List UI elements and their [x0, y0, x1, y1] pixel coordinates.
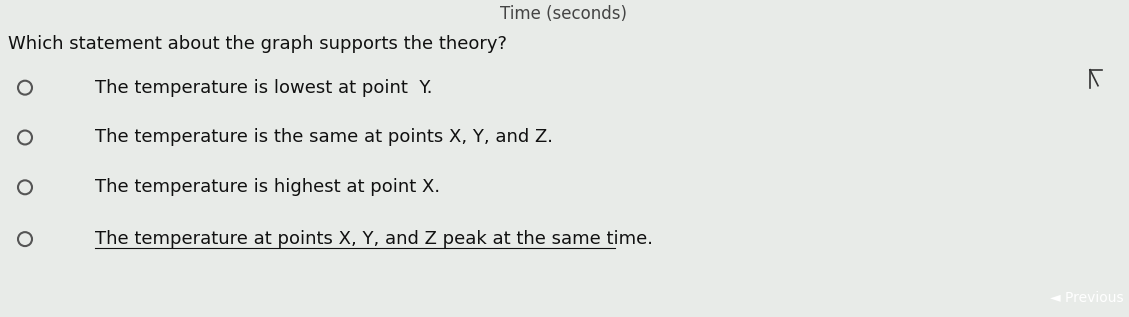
Text: The temperature is the same at points X, Y, and Z.: The temperature is the same at points X,… — [95, 128, 553, 146]
Text: The temperature is lowest at point  Y.: The temperature is lowest at point Y. — [95, 79, 432, 97]
Text: Time (seconds): Time (seconds) — [500, 5, 628, 23]
Text: ◄ Previous: ◄ Previous — [1050, 291, 1123, 305]
Text: The temperature at points X, Y, and Z peak at the same time.: The temperature at points X, Y, and Z pe… — [95, 230, 653, 248]
Text: Which statement about the graph supports the theory?: Which statement about the graph supports… — [8, 35, 507, 53]
Text: The temperature is highest at point X.: The temperature is highest at point X. — [95, 178, 440, 196]
